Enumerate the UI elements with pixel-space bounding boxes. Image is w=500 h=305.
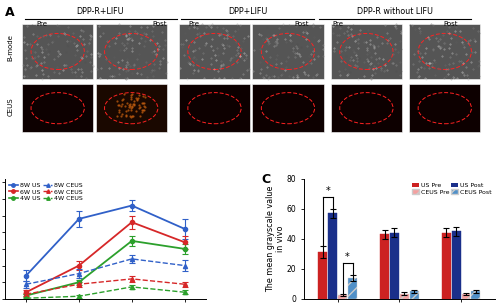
- Bar: [462, 294, 470, 299]
- Bar: [348, 278, 357, 299]
- FancyBboxPatch shape: [22, 24, 93, 79]
- FancyBboxPatch shape: [179, 24, 250, 79]
- FancyBboxPatch shape: [409, 24, 480, 79]
- FancyBboxPatch shape: [331, 24, 402, 79]
- FancyBboxPatch shape: [331, 84, 402, 132]
- Bar: [410, 291, 418, 299]
- Bar: [472, 291, 480, 299]
- Text: DPP-R+LIFU: DPP-R+LIFU: [76, 7, 124, 16]
- Text: Post: Post: [444, 21, 458, 27]
- Y-axis label: The mean grayscale value
in vivo: The mean grayscale value in vivo: [266, 186, 285, 292]
- Bar: [380, 234, 389, 299]
- FancyBboxPatch shape: [409, 84, 480, 132]
- FancyBboxPatch shape: [252, 84, 324, 132]
- FancyBboxPatch shape: [96, 24, 166, 79]
- Text: Pre: Pre: [332, 21, 344, 27]
- Legend: 8W US, 6W US, 4W US, 8W CEUS, 6W CEUS, 4W CEUS: 8W US, 6W US, 4W US, 8W CEUS, 6W CEUS, 4…: [8, 182, 84, 202]
- Bar: [390, 233, 399, 299]
- Text: DPP+LIFU: DPP+LIFU: [228, 7, 267, 16]
- Text: C: C: [262, 173, 271, 186]
- Text: A: A: [5, 6, 15, 19]
- Text: *: *: [345, 252, 350, 262]
- Bar: [328, 214, 337, 299]
- Bar: [318, 253, 328, 299]
- Text: Pre: Pre: [188, 21, 199, 27]
- Bar: [400, 294, 409, 299]
- FancyBboxPatch shape: [179, 84, 250, 132]
- FancyBboxPatch shape: [252, 24, 324, 79]
- Text: *: *: [326, 186, 330, 196]
- Text: CEUS: CEUS: [8, 98, 14, 116]
- Bar: [442, 233, 450, 299]
- Bar: [452, 231, 460, 299]
- Text: B-mode: B-mode: [8, 34, 14, 61]
- FancyBboxPatch shape: [22, 84, 93, 132]
- Text: DPP-R without LIFU: DPP-R without LIFU: [356, 7, 432, 16]
- Text: Post: Post: [294, 21, 308, 27]
- FancyBboxPatch shape: [96, 84, 166, 132]
- Text: Pre: Pre: [36, 21, 47, 27]
- Text: Post: Post: [152, 21, 166, 27]
- Legend: US Pre, CEUS Pre, US Post, CEUS Post: US Pre, CEUS Pre, US Post, CEUS Post: [411, 182, 492, 195]
- Bar: [338, 295, 347, 299]
